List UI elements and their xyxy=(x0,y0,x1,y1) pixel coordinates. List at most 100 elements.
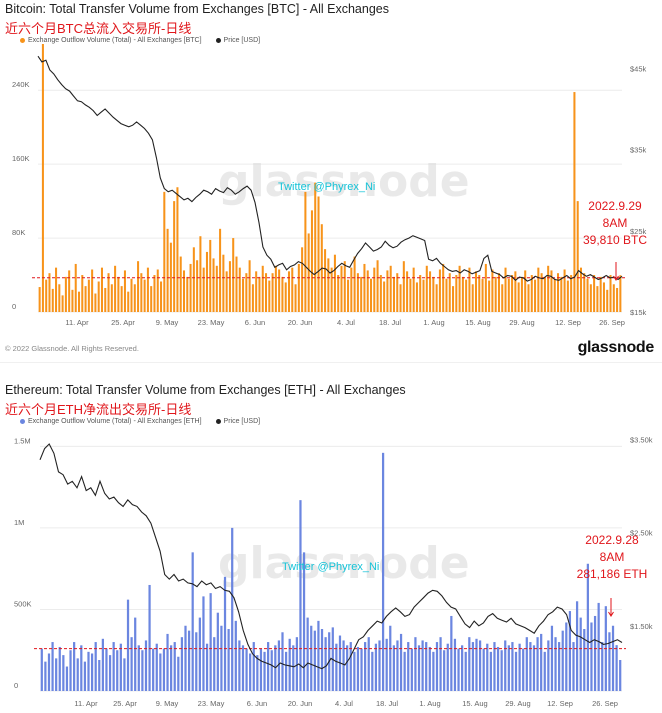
eth-legend-price[interactable]: Price [USD] xyxy=(215,418,261,425)
volume-bar xyxy=(133,284,136,312)
volume-bar xyxy=(292,645,295,691)
y-left-tick-label: 1M xyxy=(14,518,24,527)
volume-bar xyxy=(150,286,153,312)
eth-legend: Exchange Outflow Volume (Total) - All Ex… xyxy=(20,418,260,425)
volume-bar xyxy=(177,656,180,691)
volume-bar xyxy=(402,261,405,312)
btc-chart-title: Bitcoin: Total Transfer Volume from Exch… xyxy=(5,2,389,16)
volume-bar xyxy=(590,622,593,691)
volume-bar xyxy=(419,275,422,312)
volume-bar xyxy=(69,650,72,691)
volume-bar xyxy=(196,260,199,312)
volume-bar xyxy=(374,643,378,691)
volume-bar xyxy=(597,602,600,691)
volume-bar xyxy=(537,267,540,312)
volume-bar xyxy=(350,267,353,312)
volume-bar xyxy=(534,279,537,312)
volume-bar xyxy=(256,655,259,691)
volume-bar xyxy=(461,645,464,691)
volume-bar xyxy=(299,500,302,691)
volume-bar xyxy=(543,276,546,312)
volume-bar xyxy=(148,584,151,691)
volume-bar xyxy=(130,278,133,312)
volume-bar xyxy=(213,637,216,691)
btc-chart: 0 80K 160K 240K $15k $25k $35k $45k glassnode 11.… xyxy=(12,44,647,327)
volume-bar xyxy=(73,642,76,691)
volume-bar xyxy=(258,276,261,312)
volume-bar xyxy=(353,651,356,691)
volume-bar xyxy=(284,651,288,691)
volume-bar xyxy=(222,254,225,312)
volume-bar xyxy=(364,642,367,691)
volume-bar xyxy=(179,256,182,312)
volume-bar xyxy=(205,251,208,312)
volume-bar xyxy=(435,284,438,312)
volume-bar xyxy=(62,655,65,691)
volume-bar xyxy=(267,642,270,691)
volume-bar xyxy=(389,265,392,312)
volume-bar xyxy=(501,284,504,312)
btc-legend-price[interactable]: Price [USD] xyxy=(215,37,260,44)
volume-bar xyxy=(156,269,159,312)
volume-bar xyxy=(532,645,536,691)
volume-bar xyxy=(268,280,271,312)
volume-bar xyxy=(65,666,69,691)
volume-bar xyxy=(579,267,583,312)
btc-legend-volume[interactable]: Exchange Outflow Volume (Total) - All Ex… xyxy=(20,37,202,44)
volume-bar xyxy=(306,617,309,691)
volume-bar xyxy=(202,596,205,691)
volume-bar xyxy=(294,284,297,312)
volume-bar xyxy=(601,642,604,691)
x-tick-label: 1. Aug xyxy=(419,699,440,708)
volume-bar xyxy=(557,273,560,312)
volume-bar xyxy=(464,651,467,691)
volume-bar xyxy=(77,291,81,312)
volume-bar xyxy=(458,265,461,312)
volume-bar xyxy=(320,629,324,691)
x-tick-label: 4. Jul xyxy=(335,699,353,708)
volume-bar xyxy=(421,640,424,691)
eth-legend-price-label: Price [USD] xyxy=(223,418,261,425)
volume-bar xyxy=(40,648,43,691)
volume-bar xyxy=(220,625,223,691)
volume-bar xyxy=(425,642,428,691)
x-tick-label: 26. Sep xyxy=(592,699,618,708)
eth-legend-volume[interactable]: Exchange Outflow Volume (Total) - All Ex… xyxy=(20,418,202,425)
volume-bar xyxy=(543,651,546,691)
volume-bar xyxy=(529,642,532,691)
volume-bar xyxy=(576,201,579,312)
volume-bar xyxy=(392,276,395,312)
volume-bar xyxy=(491,269,494,312)
volume-bar xyxy=(403,651,406,691)
volume-bar xyxy=(184,625,187,691)
volume-bar xyxy=(141,650,144,691)
volume-bar xyxy=(281,276,284,312)
volume-bar xyxy=(586,278,589,312)
x-tick-label: 6. Jun xyxy=(247,699,267,708)
annotation-text: 39,810 BTC xyxy=(583,233,647,247)
x-tick-label: 18. Jul xyxy=(379,318,401,327)
volume-bar xyxy=(310,625,313,691)
volume-bar xyxy=(560,276,563,312)
volume-bar xyxy=(619,275,622,312)
annotation-text: 2022.9.28 xyxy=(585,533,639,547)
volume-bar xyxy=(593,275,596,312)
volume-bar xyxy=(166,228,169,312)
volume-bar xyxy=(497,273,500,312)
arrow-head-icon xyxy=(613,275,619,281)
volume-bar xyxy=(324,637,327,691)
volume-bar xyxy=(97,281,100,312)
volume-bar xyxy=(310,210,313,312)
volume-bar xyxy=(540,633,543,691)
volume-bar xyxy=(330,267,333,312)
volume-bar xyxy=(468,267,471,312)
volume-bar xyxy=(346,645,349,691)
volume-bar xyxy=(517,282,520,312)
volume-bar xyxy=(438,269,441,312)
volume-bar xyxy=(450,615,453,691)
x-tick-label: 12. Sep xyxy=(555,318,581,327)
volume-bar xyxy=(123,270,126,312)
volume-bar xyxy=(482,648,485,691)
annotation-text: 8AM xyxy=(603,216,628,230)
volume-bar xyxy=(74,263,77,312)
